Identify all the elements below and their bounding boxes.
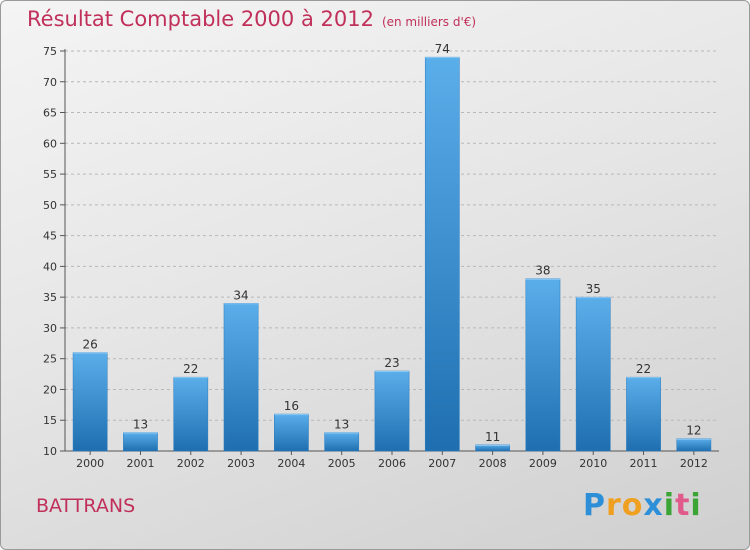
bar-2002 [173,376,209,452]
labels: 26 2000 13 2001 22 2002 34 2003 16 2004 13 2005 23 20… [76,42,708,470]
logo-letter: x [643,488,664,523]
y-tick-label: 20 [43,383,57,396]
y-tick-label: 15 [43,414,57,427]
data-label-2006: 23 [384,356,399,370]
y-tick-label: 25 [43,353,57,366]
y-tick-label: 65 [43,107,57,120]
x-tick-label-2002: 2002 [177,457,205,470]
data-label-2008: 11 [485,430,500,444]
logo-letter: o [621,488,644,523]
x-tick-label-2007: 2007 [428,457,456,470]
bar-2012 [676,438,712,452]
data-label-2009: 38 [535,264,550,278]
chart-title: Résultat Comptable 2000 à 2012 (en millie… [27,7,476,31]
data-label-2005: 13 [334,418,349,432]
y-tick-label: 10 [43,445,57,458]
y-tick-label: 60 [43,137,57,150]
bar-2006 [374,370,410,452]
logo-letter: t [675,488,691,523]
proxiti-logo: Proxiti [583,488,702,523]
y-tick-label: 55 [43,168,57,181]
x-tick-label-2008: 2008 [479,457,507,470]
bar-2011 [626,376,661,452]
x-tick-label-2010: 2010 [579,457,607,470]
y-tick-label: 40 [43,260,57,273]
bar-2009 [525,278,561,452]
y-tick-label: 30 [43,322,57,335]
data-label-2010: 35 [586,282,601,296]
x-tick-label-2009: 2009 [529,457,557,470]
logo-letter: i [690,488,702,523]
bar-2001 [123,432,158,452]
bar-2007 [424,56,460,452]
data-label-2002: 22 [183,362,198,376]
bars [72,56,712,452]
y-tick-label: 45 [43,230,57,243]
x-tick-label-2003: 2003 [227,457,255,470]
commune-name: BATTRANS [36,495,136,517]
y-tick-label: 70 [43,76,57,89]
x-tick-label-2001: 2001 [126,457,154,470]
data-label-2003: 34 [233,288,248,302]
x-tick-label-2006: 2006 [378,457,406,470]
x-tick-label-2012: 2012 [680,457,708,470]
bar-2010 [575,296,611,452]
y-tick-label: 75 [43,45,57,58]
x-tick-label-2004: 2004 [277,457,305,470]
x-tick-label-2011: 2011 [630,457,658,470]
logo-letter: P [583,488,606,523]
x-tick-label-2005: 2005 [328,457,356,470]
x-tick-label-2000: 2000 [76,457,104,470]
bar-2003 [223,303,259,452]
bar-2004 [274,413,309,452]
data-label-2001: 13 [133,418,148,432]
data-label-2007: 74 [435,42,450,56]
bar-2005 [324,432,360,452]
y-tick-label: 50 [43,199,57,212]
data-label-2012: 12 [686,424,701,438]
y-tick-label: 35 [43,291,57,304]
data-label-2004: 16 [284,399,299,413]
data-label-2000: 26 [83,338,98,352]
bar-2000 [72,352,108,452]
chart-title-text: Résultat Comptable 2000 à 2012 [27,7,374,31]
logo-letter: i [663,488,676,523]
logo-letter: r [606,488,622,523]
data-label-2011: 22 [636,362,651,376]
chart-subtitle: (en milliers d'€) [381,15,477,29]
